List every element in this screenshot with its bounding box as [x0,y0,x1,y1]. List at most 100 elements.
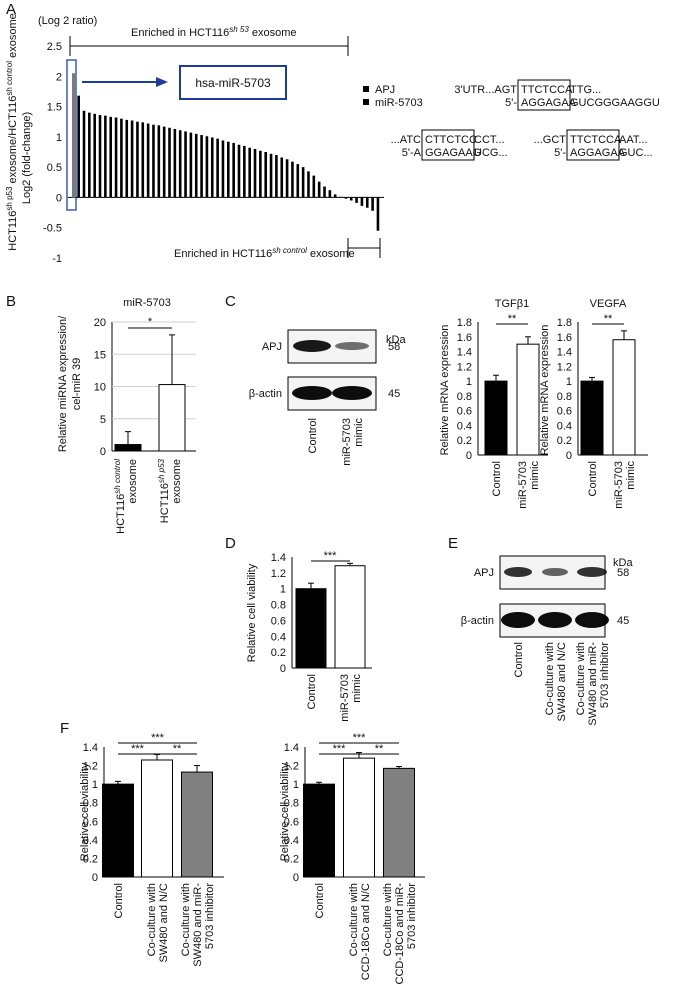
panel-a-bar [232,142,235,198]
panel-a-bar [339,196,342,198]
panel-e-lane-label: Co-culture with [544,642,556,715]
panel-d-ytick-label: 0.2 [271,647,286,659]
panel-b-ytick-label: 15 [94,349,106,361]
panel-c-vegfa-ytick-label: 0.8 [557,391,572,403]
panel-a-bar [216,138,219,198]
panel-a-bar [109,116,113,198]
panel-c-band [332,386,372,400]
panel-f-ccd18co-bar [343,757,375,878]
panel-f-sw480-ytick-label: 0.4 [83,835,98,847]
panel-c-tgfb1-ytick-label: 0.2 [457,435,472,447]
panel-a-bar [301,167,305,198]
panel-c-tgfb1-xtick-label: miR-5703 [517,461,529,509]
panel-c-tgfb1-ytick-label: 0.4 [457,420,472,432]
panel-c-vegfa-ytick-label: 0.6 [557,406,572,418]
legend-label-mir: miR-5703 [375,97,423,109]
panel-d-ytick-label: 0.4 [271,631,286,643]
panel-c-vegfa-xtick-label: miR-5703 [613,461,625,509]
panel-a-bar [237,144,241,198]
panel-c-lane-label: miR-5703 [341,418,353,466]
panel-f-ccd18co-bar [303,783,335,878]
panel-e-band [504,567,532,577]
panel-f2-ylabel: Relative cell viability [279,762,291,861]
panel-e-band [538,612,572,628]
svg-text:UCG...: UCG... [474,147,508,159]
panel-c1-title: TGFβ1 [495,298,529,310]
bracket-top-label: Enriched in HCT116sh 53 exosome [131,25,297,39]
panel-a-bar [178,130,182,198]
panel-c-tgfb1-ytick-label: 0 [466,450,472,462]
panel-f-sw480-xtick-label: SW480 and N/C [158,883,170,963]
panel-c-vegfa-ytick-label: 1.4 [557,347,572,359]
panel-a-bar [120,118,123,198]
panel-f-ccd18co-xtick-label: CCD-18Co and miR- [394,883,406,985]
panel-c-tgfb1-ytick-label: 1.8 [457,317,472,329]
panel-f1-ylabel: Relative cell viability [79,762,91,861]
panel-letter-e: E [448,535,458,552]
panel-f-sw480-bar [181,771,213,878]
panel-a-bar [104,115,107,198]
panel-a-bar [210,137,214,198]
panel-b-ytick-label: 5 [100,414,106,426]
panel-f-sw480-xtick-label: Co-culture with [146,883,158,956]
panel-e-blot-label: APJ [474,567,494,579]
panel-a-ytick-label: 2 [56,71,62,83]
panel-letter-f: F [60,720,69,737]
panel-b-bar [158,384,186,452]
panel-f-sw480-ytick-label: 1.2 [83,761,98,773]
panel-c-tgfb1-ytick-label: 1 [466,376,472,388]
panel-f-sw480-bar [141,759,173,878]
panel-c-tgfb1-ytick-label: 0.6 [457,406,472,418]
panel-c-blot-kda: 58 [388,341,400,353]
panel-f1-sig-label: ** [173,743,182,755]
panel-a-bar [307,171,310,198]
panel-c-tgfb1-ytick-label: 1.2 [457,361,472,373]
svg-text:TTCTCCA: TTCTCCA [570,134,622,146]
svg-text:CCT...: CCT... [474,134,505,146]
panel-a-bar [93,113,96,198]
panel-b-xtick-label: exosome [171,459,183,504]
panel-a-bar [205,136,209,198]
panel-c-band [292,386,332,400]
svg-text:5'-: 5'- [505,97,517,109]
panel-d-ylabel: Relative cell viability [246,563,258,662]
panel-c-blot-label: β-actin [249,388,282,400]
panel-c-vegfa-ytick-label: 1.2 [557,361,572,373]
panel-c-tgfb1-bar [484,380,508,456]
panel-f1-sig-label: *** [131,743,145,755]
panel-a-bar [200,135,203,198]
panel-f-sw480-xtick-label: Co-culture with [180,883,192,956]
panel-a-bar [285,159,289,198]
panel-a-bar [146,123,150,198]
svg-text:...ATC: ...ATC [391,134,421,146]
callout-arrow [82,77,168,87]
panel-c-vegfa-bar [612,339,636,456]
seq-alignment-1: 3'UTR...AGT TTCTCCA TTG... 5'- AGGAGAA G… [454,79,660,111]
svg-text:AAT...: AAT... [619,134,648,146]
panel-a-bar [152,124,155,198]
panel-f-sw480-ytick-label: 1 [92,779,98,791]
panel-d-xtick-label: Control [306,674,318,709]
panel-a-ytick-label: -0.5 [43,223,62,235]
panel-d-xtick-label: mimic [351,674,363,703]
panel-d-ytick-label: 1.4 [271,552,286,564]
panel-d-ytick-label: 0.6 [271,615,286,627]
panel-a-bar [371,197,374,211]
panel-c-vegfa-xtick-label: mimic [625,461,637,490]
panel-a-bar [173,128,177,198]
panel-b-ytick-label: 20 [94,317,106,329]
panel-d-ytick-label: 1 [280,584,286,596]
panel-f2-sig-label: *** [353,732,367,744]
panel-b-ytick-label: 10 [94,382,106,394]
panel-c-vegfa-bar [580,380,604,456]
callout-label: hsa-miR-5703 [195,76,271,90]
panel-a-bar [259,150,262,198]
panel-a-bar [82,110,86,198]
legend-marker-apj [363,86,369,92]
svg-text:GGAGAAG: GGAGAAG [425,147,481,159]
panel-e-lane-label: Control [513,642,525,677]
panel-f2-sig-label: ** [375,743,384,755]
panel-a-ylabel-line2: Log2 (fold-change) [21,112,33,204]
svg-text:5'-A: 5'-A [402,147,422,159]
panel-a-bar [194,133,198,198]
